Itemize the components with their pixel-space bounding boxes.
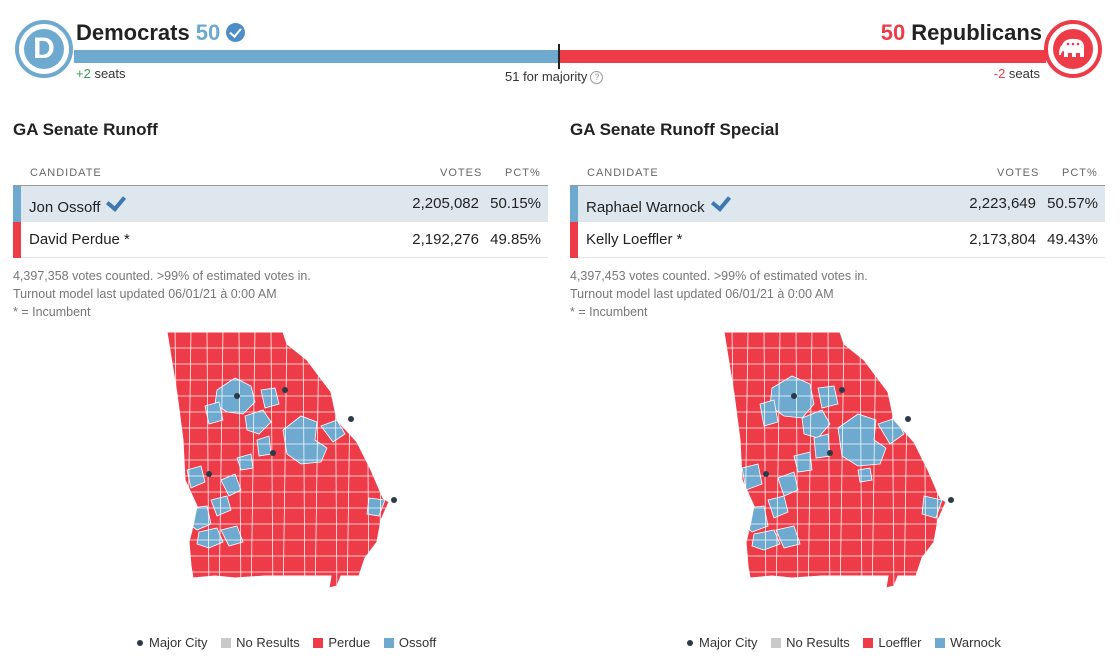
- incumbent-note: * = Incumbent: [13, 305, 91, 319]
- major-city-dot: [282, 387, 288, 393]
- column-candidate: CANDIDATE: [587, 167, 659, 179]
- map-legend: Major City No Results Perdue Ossoff: [137, 635, 446, 650]
- checkmark-icon: [710, 191, 731, 212]
- majority-label: 51 for majority?: [505, 69, 604, 84]
- county-map[interactable]: [161, 330, 401, 610]
- race-title: GA Senate Runoff: [13, 120, 158, 139]
- major-city-dot: [763, 471, 769, 477]
- candidate-row[interactable]: Raphael Warnock 2,223,649 50.57%: [570, 186, 1105, 222]
- legend-republican: Loeffler: [863, 635, 921, 650]
- candidate-pct: 49.43%: [1047, 231, 1098, 248]
- major-city-dot: [948, 497, 954, 503]
- column-candidate: CANDIDATE: [30, 167, 102, 179]
- race-panel-ossoff-perdue: GA Senate Runoff CANDIDATE VOTES PCT% Jo…: [13, 120, 548, 650]
- republicans-label: Republicans: [911, 20, 1042, 45]
- checkmark-icon: [106, 191, 127, 212]
- majority-marker: [558, 44, 560, 69]
- county-map[interactable]: [718, 330, 958, 610]
- major-city-dot: [839, 387, 845, 393]
- major-city-dot: [270, 450, 276, 456]
- turnout-note: Turnout model last updated 06/01/21 à 0:…: [13, 287, 277, 301]
- major-city-icon: [137, 640, 143, 646]
- republican-seat-change: -2 seats: [993, 66, 1040, 81]
- candidate-name: Jon Ossoff: [29, 199, 101, 216]
- candidate-pct: 50.57%: [1047, 195, 1098, 212]
- candidate-name: Kelly Loeffler *: [586, 231, 683, 248]
- candidate-votes: 2,173,804: [969, 231, 1036, 248]
- turnout-note: Turnout model last updated 06/01/21 à 0:…: [570, 287, 834, 301]
- party-stripe: [13, 186, 21, 222]
- georgia-county-map[interactable]: [161, 330, 401, 605]
- major-city-dot: [905, 416, 911, 422]
- republicans-heading: 50 Republicans: [881, 20, 1042, 46]
- republican-logo-icon: [1044, 20, 1102, 78]
- democrat-seat-bar: [74, 50, 559, 63]
- race-panel-warnock-loeffler: GA Senate Runoff Special CANDIDATE VOTES…: [570, 120, 1105, 650]
- legend-no-results: No Results: [221, 635, 300, 650]
- help-icon[interactable]: ?: [590, 71, 604, 84]
- results-table-header: CANDIDATE VOTES PCT%: [13, 153, 548, 186]
- democrats-heading: Democrats 50: [76, 20, 246, 46]
- legend-no-results: No Results: [771, 635, 850, 650]
- incumbent-note: * = Incumbent: [570, 305, 648, 319]
- party-stripe: [570, 222, 578, 258]
- party-stripe: [570, 186, 578, 222]
- democrats-label: Democrats: [76, 20, 190, 45]
- candidate-pct: 50.15%: [490, 195, 541, 212]
- major-city-dot: [827, 450, 833, 456]
- verified-check-icon: [226, 23, 246, 42]
- democrats-seat-count: 50: [195, 20, 221, 45]
- race-notes: 4,397,358 votes counted. >99% of estimat…: [13, 267, 548, 321]
- legend-major-city: Major City: [137, 635, 208, 650]
- party-stripe: [13, 222, 21, 258]
- republican-seat-bar: [559, 50, 1046, 63]
- results-table-header: CANDIDATE VOTES PCT%: [570, 153, 1105, 186]
- georgia-county-map[interactable]: [718, 330, 958, 605]
- candidate-name: Raphael Warnock: [586, 199, 705, 216]
- democrat-logo-icon: D: [15, 20, 73, 78]
- column-votes: VOTES: [440, 167, 483, 179]
- candidate-name: David Perdue *: [29, 231, 130, 248]
- legend-major-city: Major City: [687, 635, 758, 650]
- legend-democrat: Ossoff: [383, 635, 436, 650]
- candidate-row[interactable]: Kelly Loeffler * 2,173,804 49.43%: [570, 222, 1105, 258]
- democrat-seat-change: +2 seats: [76, 66, 126, 81]
- candidate-row[interactable]: Jon Ossoff 2,205,082 50.15%: [13, 186, 548, 222]
- race-title: GA Senate Runoff Special: [570, 120, 780, 139]
- candidate-votes: 2,223,649: [969, 195, 1036, 212]
- major-city-dot: [391, 497, 397, 503]
- candidate-row[interactable]: David Perdue * 2,192,276 49.85%: [13, 222, 548, 258]
- republicans-seat-count: 50: [880, 20, 906, 45]
- major-city-dot: [791, 393, 797, 399]
- legend-republican: Perdue: [313, 635, 370, 650]
- candidate-votes: 2,192,276: [412, 231, 479, 248]
- votes-counted-note: 4,397,358 votes counted. >99% of estimat…: [13, 269, 311, 283]
- elephant-icon: [1059, 38, 1084, 57]
- legend-democrat: Warnock: [935, 635, 1001, 650]
- column-pct: PCT%: [1062, 167, 1098, 179]
- major-city-dot: [348, 416, 354, 422]
- major-city-dot: [234, 393, 240, 399]
- map-legend: Major City No Results Loeffler Warnock: [687, 635, 1011, 650]
- votes-counted-note: 4,397,453 votes counted. >99% of estimat…: [570, 269, 868, 283]
- column-pct: PCT%: [505, 167, 541, 179]
- candidate-votes: 2,205,082: [412, 195, 479, 212]
- candidate-pct: 49.85%: [490, 231, 541, 248]
- race-notes: 4,397,453 votes counted. >99% of estimat…: [570, 267, 1105, 321]
- balance-of-power: D Democrats 50 50 Republicans +2 seats 51 …: [0, 0, 1120, 100]
- major-city-dot: [206, 471, 212, 477]
- major-city-icon: [687, 640, 693, 646]
- column-votes: VOTES: [997, 167, 1040, 179]
